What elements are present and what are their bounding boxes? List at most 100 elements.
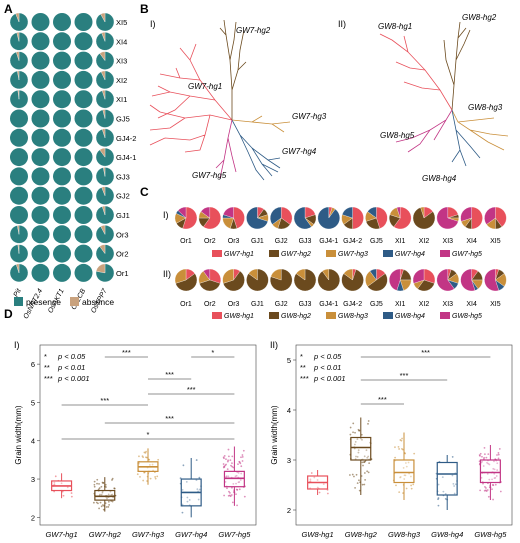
pie-a-XI5-3-slice [74,13,93,31]
jitter-point [98,487,101,489]
c1-label-Or2: Or2 [204,238,216,245]
jitter-point [353,475,355,478]
jitter-point [356,438,359,440]
row-label-GJ5: GJ5 [116,115,130,124]
jitter-point [451,456,454,458]
pie-a-XI1-2 [53,90,71,109]
jitter-point [99,493,101,496]
jitter-point [310,472,313,474]
jitter-point [240,472,243,475]
pie-a-GJ4-2-3-slice [74,128,93,147]
c2-label-GJ3: GJ3 [299,301,312,308]
jitter-point [231,486,233,489]
pie-a-GJ4-1-1-slice [31,148,50,167]
jitter-point [398,448,401,450]
c2-label-Or1: Or1 [180,301,192,308]
jitter-point [318,491,321,494]
pie-a-Or3-2-slice [53,225,71,244]
jitter-point [497,452,500,454]
pie-a-Or2-3-slice [74,244,93,263]
jitter-point [361,438,363,441]
jitter-point [358,479,360,482]
jitter-point [99,501,102,504]
jitter-point [483,456,486,459]
jitter-point [349,426,352,429]
jitter-point [240,465,243,468]
jitter-point [493,468,496,471]
c1-label-Or1: Or1 [180,238,192,245]
panel-c: C I) II) Or1 Or2 Or3 GJ1 GJ2 GJ3 GJ4-1 GJ4-2 GJ5… [140,185,507,320]
c-legend2-text-2: GW8-hg3 [338,313,368,320]
pie-a-XI4-0 [9,32,29,51]
jitter-point [60,482,63,485]
jitter-point [225,463,227,466]
row-label-GJ1: GJ1 [116,211,130,220]
jitter-point [412,483,415,486]
pie-a-XI3-2 [53,51,71,70]
jitter-point [238,488,241,491]
pie-a-XI5-0-slice [15,12,20,23]
sig-legend-text: p < 0.05 [57,352,86,361]
jitter-point [228,490,230,493]
jitter-point [107,493,110,496]
c2-pie-GJ5-slice [369,268,377,281]
jitter-point [227,448,230,451]
jitter-point [454,483,457,486]
c1-pie-Or1 [174,206,198,230]
jitter-point [495,475,498,477]
row-label-GJ4-1: GJ4-1 [116,153,136,162]
sig-legend-text: p < 0.01 [57,363,85,372]
presence-absence-pie-grid [9,12,115,282]
sig-legend-mark: *** [300,374,309,383]
jitter-point [139,475,141,478]
pie-a-GJ5-4-slice [102,109,106,119]
c2-pie-Or1-slice [174,268,187,284]
pie-a-GJ3-0-slice [10,167,28,186]
pie-a-Or1-4 [95,263,115,282]
panel-b-sub2: II) [338,19,346,29]
jitter-point [361,483,364,486]
presence-legend-label: presence [26,297,61,307]
jitter-point [497,457,500,460]
jitter-point [354,486,356,489]
c1-label-GJ3: GJ3 [299,238,312,245]
c1-pie-GJ3 [293,206,317,230]
jitter-point [229,459,232,462]
c-legend1-text-3: GW7-hg4 [395,251,425,258]
c2-pie-XI5 [484,268,507,292]
gw7-hg2-label: GW7-hg2 [236,26,271,35]
panel-d-sub1: I) [14,340,20,350]
pie-a-XI4-3-slice [74,32,93,51]
sig-label: *** [187,385,196,394]
jitter-point [357,451,360,454]
absence-legend-swatch [70,297,79,306]
jitter-point [397,446,400,448]
pie-a-GJ2-2 [53,186,71,205]
jitter-point [364,478,367,481]
panel-c-sub1: I) [163,210,169,220]
c1-label-GJ5: GJ5 [370,238,383,245]
pie-a-Or3-4-slice [95,225,115,244]
jitter-point [101,491,104,494]
c1-label-XI2: XI2 [419,238,430,245]
pie-a-GJ4-1-4 [95,147,115,167]
jitter-point [410,487,413,490]
jitter-point [405,465,408,468]
jitter-point [367,455,370,458]
jitter-point [181,488,184,491]
c-legend1-swatch-4 [440,250,450,257]
panel-d: D I) II) 2 3 4 5 6 Grain width(mm) GW7-hg1 GW7-… [4,307,513,539]
sig-label: *** [165,414,174,423]
jitter-point [360,433,363,436]
pie-a-XI2-3-slice [74,70,93,89]
pie-a-XI1-4-slice [102,90,106,100]
c1-pie-GJ1 [246,206,269,230]
pie-a-XI2-1 [31,70,50,89]
jitter-point [151,463,154,466]
panel-c-row1-labels: Or1 Or2 Or3 GJ1 GJ2 GJ3 GJ4-1 GJ4-2 GJ5 XI1 XI2 XI3… [180,238,501,245]
c-legend2-swatch-1 [269,312,279,319]
c-legend1-swatch-3 [383,250,393,257]
panel-a-label: A [4,2,13,16]
c-legend1-text-1: GW7-hg2 [281,251,311,258]
pie-a-GJ1-0 [10,206,28,224]
